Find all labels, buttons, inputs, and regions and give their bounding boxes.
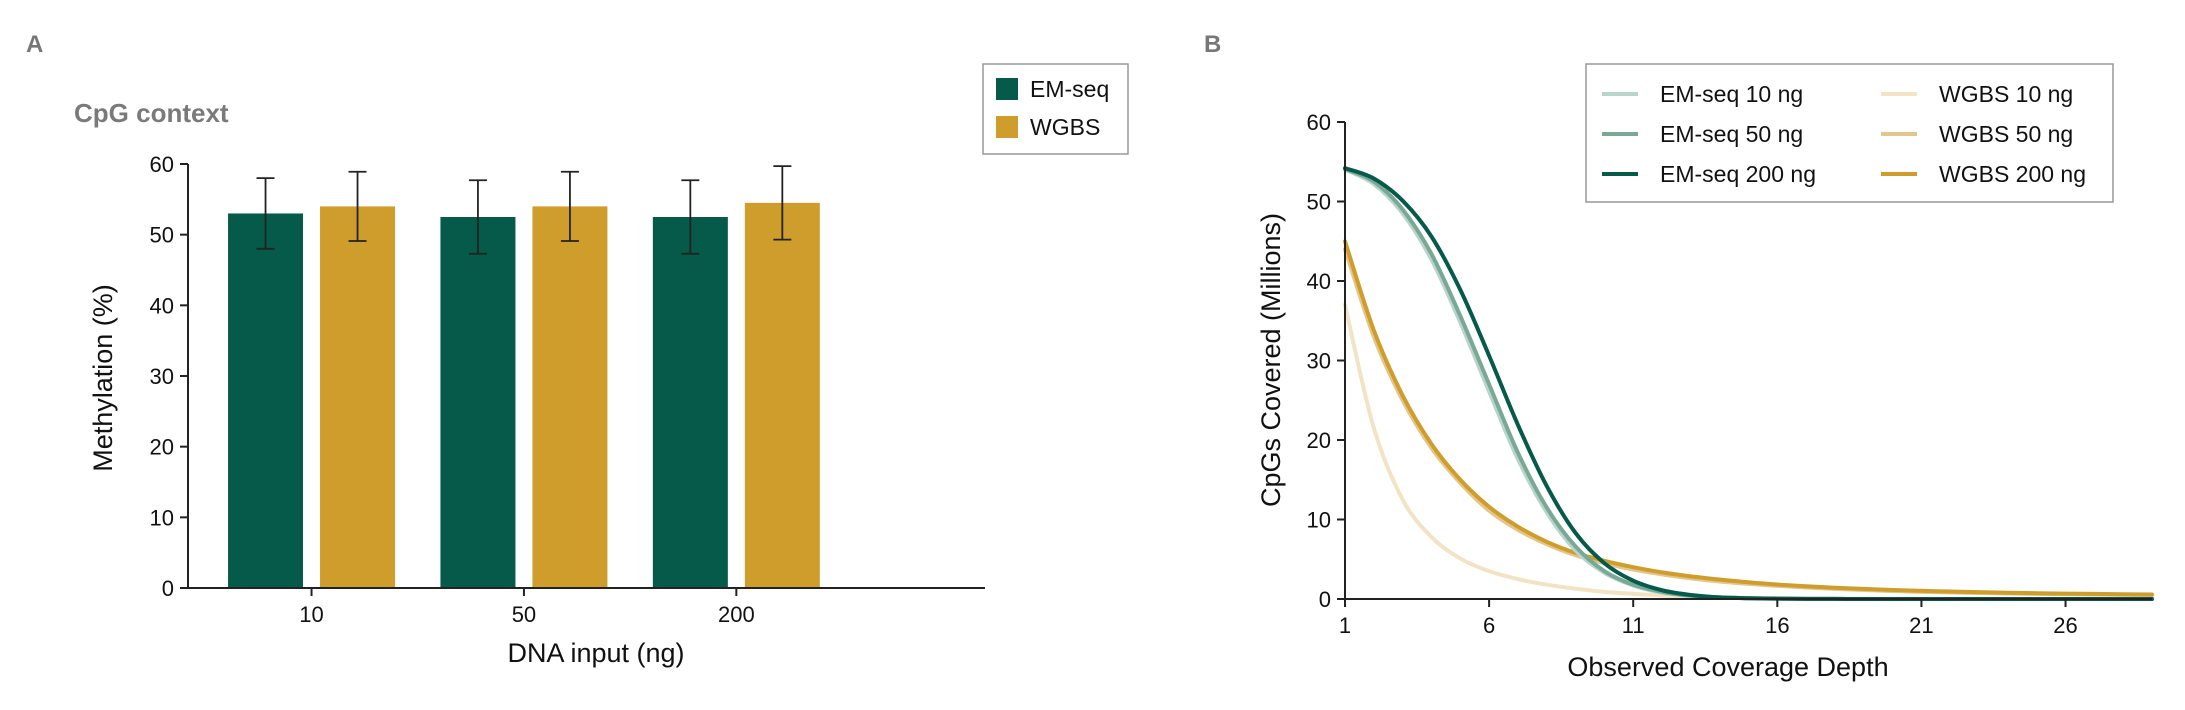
line-wgbs-10-ng	[1343, 302, 2154, 602]
error-bar-em-seq-200	[681, 179, 700, 255]
bar-chart-methylation: CpG context 0 10 20 30 40 50 60 10 50 200 DNA in…	[74, 63, 1129, 668]
panel-label-b: B	[1204, 31, 1221, 58]
chart-a-y-axis-label: Methylation (%)	[88, 284, 118, 472]
error-bar-em-seq-10	[256, 177, 275, 250]
chart-a-bars	[228, 202, 820, 588]
error-bar-em-seq-50	[468, 179, 487, 255]
y-tick-label: 0	[162, 576, 174, 601]
chart-a-y-ticks: 0 10 20 30 40 50 60	[150, 152, 188, 601]
bar-em-seq-10	[228, 213, 304, 588]
y-tick-label: 50	[150, 223, 174, 248]
bar-em-seq-50	[440, 217, 516, 588]
legend-swatch-em-seq	[996, 78, 1018, 100]
x-tick-label: 50	[512, 602, 536, 627]
chart-b-y-ticks: 0 10 20 30 40 50 60	[1307, 110, 1345, 612]
y-tick-label: 10	[1307, 508, 1331, 533]
legend-label-em-seq-200-ng: EM-seq 200 ng	[1660, 161, 1816, 187]
y-tick-label: 60	[1307, 110, 1331, 135]
legend-label-em-seq-10-ng: EM-seq 10 ng	[1660, 81, 1803, 107]
chart-b-x-axis-label: Observed Coverage Depth	[1567, 652, 1888, 682]
error-bar-wgbs-200	[773, 165, 792, 241]
y-tick-label: 40	[1307, 269, 1331, 294]
y-tick-label: 10	[150, 505, 174, 530]
panel-label-a: A	[26, 31, 43, 58]
y-tick-label: 0	[1319, 587, 1331, 612]
bar-wgbs-10	[320, 206, 396, 588]
chart-b-legend: EM-seq 10 ng EM-seq 50 ng EM-seq 200 ng WGB…	[1585, 63, 2114, 203]
chart-a-error-bars	[256, 165, 792, 255]
legend-swatch-wgbs	[996, 116, 1018, 138]
legend-label-wgbs-50-ng: WGBS 50 ng	[1939, 121, 2073, 147]
chart-b-y-axis-label: CpGs Covered (Millions)	[1256, 213, 1286, 507]
y-tick-label: 20	[150, 435, 174, 460]
line-wgbs-200-ng	[1343, 239, 2154, 597]
chart-b-legend-box	[1585, 63, 2114, 203]
x-tick-label: 6	[1483, 613, 1495, 638]
chart-a-x-ticks: 10 50 200	[299, 588, 755, 627]
bar-wgbs-200	[744, 202, 820, 588]
y-tick-label: 40	[150, 293, 174, 318]
legend-label-wgbs-10-ng: WGBS 10 ng	[1939, 81, 2073, 107]
chart-a-legend: EM-seq WGBS	[982, 63, 1129, 155]
legend-label-wgbs-200-ng: WGBS 200 ng	[1939, 161, 2086, 187]
y-tick-label: 60	[150, 152, 174, 177]
x-tick-label: 16	[1765, 613, 1789, 638]
x-tick-label: 21	[1909, 613, 1933, 638]
line-em-seq-50-ng	[1343, 166, 2154, 602]
y-tick-label: 30	[1307, 349, 1331, 374]
y-tick-label: 30	[150, 364, 174, 389]
legend-label-em-seq-50-ng: EM-seq 50 ng	[1660, 121, 1803, 147]
y-tick-label: 50	[1307, 190, 1331, 215]
error-bar-wgbs-50	[560, 170, 579, 242]
x-tick-label: 11	[1622, 613, 1645, 638]
chart-a-x-axis-label: DNA input (ng)	[507, 638, 684, 668]
bar-wgbs-50	[532, 206, 608, 588]
x-tick-label: 26	[2053, 613, 2077, 638]
line-em-seq-10-ng	[1343, 167, 2154, 602]
legend-label-wgbs: WGBS	[1030, 114, 1100, 140]
chart-a-title: CpG context	[74, 98, 229, 128]
error-bar-wgbs-10	[348, 170, 367, 242]
bar-em-seq-200	[652, 217, 728, 588]
x-tick-label: 200	[718, 602, 755, 627]
chart-b-x-ticks: 1 6 11 16 21 26	[1339, 599, 2078, 638]
x-tick-label: 10	[299, 602, 323, 627]
legend-label-em-seq: EM-seq	[1030, 76, 1109, 102]
line-em-seq-200-ng	[1343, 166, 2154, 602]
y-tick-label: 20	[1307, 428, 1331, 453]
x-tick-label: 1	[1339, 613, 1351, 638]
chart-b-lines	[1343, 166, 2154, 602]
